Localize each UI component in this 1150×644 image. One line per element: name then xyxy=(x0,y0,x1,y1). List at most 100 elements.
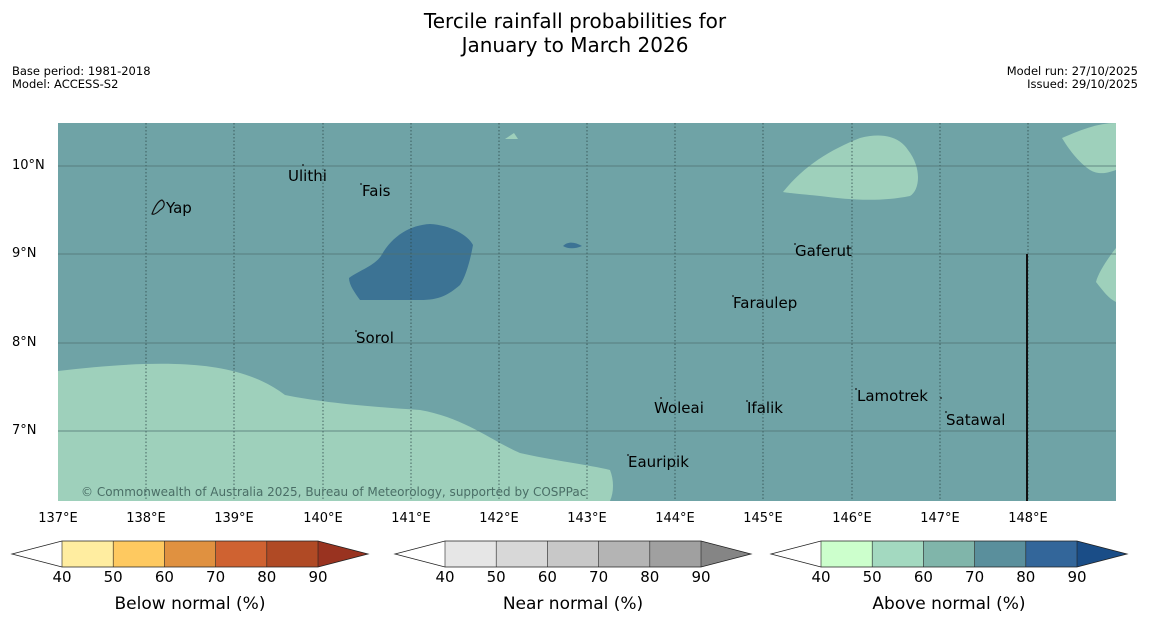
lat-tick-9n: 9°N xyxy=(12,246,37,261)
colorbar-segment xyxy=(974,541,1026,567)
lon-tick-144e: 144°E xyxy=(655,511,695,526)
lon-tick-147e: 147°E xyxy=(920,511,960,526)
title-line-1: Tercile rainfall probabilities for xyxy=(423,9,727,33)
place-sorol: Sorol xyxy=(356,329,394,347)
map-title: Tercile rainfall probabilities for Janua… xyxy=(0,9,1150,57)
colorbar-segment xyxy=(445,541,497,567)
colorbar-label-below: Below normal (%) xyxy=(114,594,266,614)
colorbar-extend-low xyxy=(395,541,445,567)
place-gaferut: Gaferut xyxy=(795,242,852,260)
colorbar-tick-label: 70 xyxy=(206,568,226,586)
colorbar-extend-high xyxy=(701,541,751,567)
title-line-2: January to March 2026 xyxy=(461,33,689,57)
colorbar-extend-high xyxy=(318,541,368,567)
colorbar-tick-label: 90 xyxy=(691,568,711,586)
meta-right: Model run: 27/10/2025 Issued: 29/10/2025 xyxy=(1007,65,1138,91)
place-faraulep: Faraulep xyxy=(733,294,798,312)
region-50-60-east xyxy=(1096,248,1116,302)
place-lamotrek: Lamotrek xyxy=(857,387,928,405)
colorbar-extend-low xyxy=(771,541,821,567)
island-markers xyxy=(302,164,947,456)
colorbar-tick-label: 90 xyxy=(308,568,328,586)
colorbar-tick-label: 70 xyxy=(589,568,609,586)
model-name: Model: ACCESS-S2 xyxy=(12,77,119,91)
copyright-notice: © Commonwealth of Australia 2025, Bureau… xyxy=(81,485,587,499)
region-80-90-west xyxy=(349,224,473,300)
lon-tick-138e: 138°E xyxy=(126,511,166,526)
yap-island-outline xyxy=(151,199,165,215)
colorbar-tick-label: 40 xyxy=(811,568,831,586)
colorbar-label-above: Above normal (%) xyxy=(872,594,1026,614)
colorbar-segment xyxy=(649,541,701,567)
island-dot xyxy=(660,397,662,399)
region-50-60-south xyxy=(58,363,613,501)
island-dot xyxy=(732,295,734,297)
colorbar-segment xyxy=(113,541,165,567)
lon-tick-141e: 141°E xyxy=(391,511,431,526)
region-50-60-speck xyxy=(505,133,518,139)
issued-date: Issued: 29/10/2025 xyxy=(1027,77,1138,91)
place-ifalik: Ifalik xyxy=(747,399,783,417)
island-dot xyxy=(855,388,857,390)
base-period: Base period: 1981-2018 xyxy=(12,64,151,78)
colorbar-segment xyxy=(821,541,873,567)
map-gridlines xyxy=(58,123,1116,501)
model-run: Model run: 27/10/2025 xyxy=(1006,64,1138,78)
region-80-90-speck xyxy=(563,242,582,249)
lat-tick-10n: 10°N xyxy=(12,158,45,173)
colorbar-tick-label: 80 xyxy=(640,568,660,586)
island-dot xyxy=(627,454,629,456)
colorbar-segment xyxy=(1025,541,1077,567)
island-dot xyxy=(940,397,942,399)
colorbar-tick-label: 50 xyxy=(486,568,506,586)
colorbar-tick-label: 50 xyxy=(103,568,123,586)
colorbar-segment xyxy=(215,541,267,567)
lon-tick-146e: 146°E xyxy=(832,511,872,526)
island-dot xyxy=(794,243,796,245)
map-area xyxy=(58,123,1116,501)
lon-tick-137e: 137°E xyxy=(38,511,78,526)
colorbar-tick-label: 70 xyxy=(965,568,985,586)
meta-left: Base period: 1981-2018 Model: ACCESS-S2 xyxy=(12,65,151,91)
island-dot xyxy=(360,183,362,185)
colorbar-tick-label: 60 xyxy=(537,568,557,586)
region-50-60-northeast xyxy=(783,135,918,200)
place-ulithi: Ulithi xyxy=(288,167,327,185)
lon-tick-145e: 145°E xyxy=(743,511,783,526)
colorbar-segment xyxy=(598,541,650,567)
colorbar-extend-high xyxy=(1077,541,1127,567)
place-yap: Yap xyxy=(166,199,192,217)
place-woleai: Woleai xyxy=(654,399,704,417)
lon-tick-139e: 139°E xyxy=(214,511,254,526)
colorbar-tick-label: 90 xyxy=(1067,568,1087,586)
colorbar-tick-label: 40 xyxy=(435,568,455,586)
colorbar-segment xyxy=(164,541,216,567)
island-dot xyxy=(746,400,748,402)
lon-tick-142e: 142°E xyxy=(479,511,519,526)
lat-tick-8n: 8°N xyxy=(12,335,37,350)
region-50-60-corner xyxy=(1062,123,1116,174)
colorbar-tick-label: 40 xyxy=(52,568,72,586)
colorbar-label-near: Near normal (%) xyxy=(502,594,644,614)
colorbar-tick-label: 80 xyxy=(257,568,277,586)
island-dot xyxy=(302,164,304,166)
colorbar-tick-label: 80 xyxy=(1016,568,1036,586)
colorbar-segment xyxy=(547,541,599,567)
lon-tick-140e: 140°E xyxy=(303,511,343,526)
island-dot xyxy=(355,330,357,332)
lon-tick-143e: 143°E xyxy=(567,511,607,526)
colorbar-segment xyxy=(872,541,924,567)
colorbar-tick-label: 50 xyxy=(862,568,882,586)
colorbars xyxy=(10,540,1129,568)
colorbar-segment xyxy=(496,541,548,567)
lon-tick-148e: 148°E xyxy=(1008,511,1048,526)
place-eauripik: Eauripik xyxy=(628,453,689,471)
colorbar-segment xyxy=(62,541,114,567)
island-dot xyxy=(945,411,947,413)
colorbar-segment xyxy=(923,541,975,567)
colorbar-segment xyxy=(266,541,318,567)
place-satawal: Satawal xyxy=(946,411,1006,429)
colorbar-extend-low xyxy=(12,541,62,567)
